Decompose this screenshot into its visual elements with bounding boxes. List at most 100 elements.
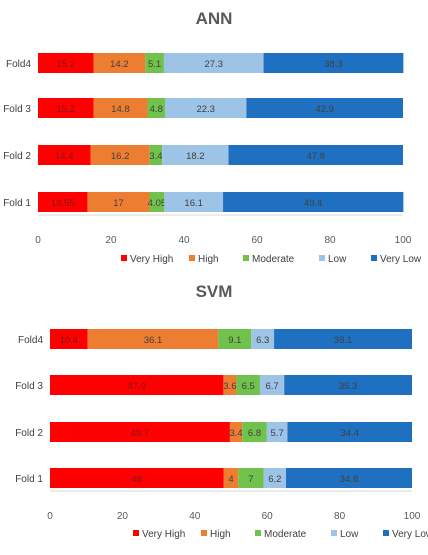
legend-swatch bbox=[331, 530, 337, 536]
category-label: Fold 2 bbox=[3, 151, 31, 162]
data-label: 16.2 bbox=[111, 151, 130, 162]
data-label: 6.3 bbox=[256, 335, 269, 346]
bar-segment bbox=[223, 375, 237, 395]
x-tick-label: 40 bbox=[178, 235, 190, 246]
data-label: 49.4 bbox=[304, 198, 323, 209]
bar-segment bbox=[251, 329, 275, 349]
bar-segment bbox=[287, 422, 412, 442]
bar-segment bbox=[50, 329, 88, 349]
bar-segment bbox=[163, 53, 264, 73]
category-label: Fold 3 bbox=[15, 381, 43, 392]
data-label: 3.4 bbox=[149, 151, 162, 162]
x-tick-label: 40 bbox=[189, 511, 201, 522]
category-label: Fold 1 bbox=[3, 198, 31, 209]
x-tick-label: 80 bbox=[324, 235, 336, 246]
data-label: 13.55 bbox=[51, 198, 75, 209]
bar-segment bbox=[238, 468, 264, 488]
bar-segment bbox=[38, 98, 94, 118]
legend-swatch bbox=[121, 255, 127, 261]
data-label: 5.1 bbox=[148, 59, 161, 70]
data-label: 7 bbox=[248, 474, 253, 485]
bar-segment bbox=[164, 192, 224, 212]
x-tick-label: 80 bbox=[334, 511, 346, 522]
category-label: Fold 3 bbox=[3, 104, 31, 115]
legend-label: Moderate bbox=[264, 529, 307, 540]
legend-label: Very Low bbox=[380, 254, 422, 265]
chart-title: SVM bbox=[196, 282, 233, 301]
legend-label: Low bbox=[340, 529, 359, 540]
x-tick-label: 0 bbox=[35, 235, 41, 246]
x-tick-label: 100 bbox=[395, 235, 412, 246]
legend-swatch bbox=[319, 255, 325, 261]
bar-segment bbox=[229, 422, 243, 442]
bar-segment bbox=[162, 145, 229, 165]
legend-swatch bbox=[383, 530, 389, 536]
data-label: 18.2 bbox=[186, 151, 205, 162]
data-label: 17 bbox=[113, 198, 124, 209]
bar-segment bbox=[149, 192, 165, 212]
svm-chart: SVM Fold4 10.4 36.1 9.1 6.3 38.1 Fold 3 47.9 3.6 6… bbox=[15, 282, 428, 540]
data-label: 14.4 bbox=[55, 151, 74, 162]
x-tick-label: 60 bbox=[262, 511, 274, 522]
legend-swatch bbox=[133, 530, 139, 536]
bar-segment bbox=[274, 329, 412, 349]
bar-segment bbox=[223, 192, 404, 212]
ann-chart: ANN Fold4 15.2 14.2 5.1 27.3 38.3 Fold 3 15.2 14.… bbox=[3, 9, 422, 265]
x-tick-label: 20 bbox=[105, 235, 117, 246]
data-label: 34.4 bbox=[340, 428, 359, 439]
category-label: Fold 2 bbox=[15, 428, 43, 439]
x-tick-label: 20 bbox=[117, 511, 129, 522]
category-label: Fold4 bbox=[6, 59, 31, 70]
legend-label: Very High bbox=[130, 254, 173, 265]
legend-swatch bbox=[201, 530, 207, 536]
legend-label: High bbox=[198, 254, 219, 265]
legend-swatch bbox=[189, 255, 195, 261]
data-label: 4.8 bbox=[150, 104, 163, 115]
bar-segment bbox=[218, 329, 252, 349]
data-label: 34.8 bbox=[340, 474, 359, 485]
bar-segment bbox=[50, 468, 224, 488]
bar-segment bbox=[223, 468, 239, 488]
legend-label: Very Low bbox=[392, 529, 428, 540]
category-label: Fold 1 bbox=[15, 474, 43, 485]
bar-segment bbox=[147, 98, 166, 118]
x-tick-label: 0 bbox=[47, 511, 53, 522]
bar-segment bbox=[145, 53, 164, 73]
category-label: Fold4 bbox=[18, 335, 43, 346]
data-label: 27.3 bbox=[204, 59, 223, 70]
data-label: 49.7 bbox=[131, 428, 150, 439]
bar-segment bbox=[38, 192, 88, 212]
data-label: 3.6 bbox=[223, 381, 236, 392]
data-label: 5.7 bbox=[271, 428, 284, 439]
bar-segment bbox=[50, 422, 230, 442]
x-tick-label: 60 bbox=[251, 235, 263, 246]
data-label: 15.2 bbox=[56, 59, 75, 70]
bar-segment bbox=[38, 145, 91, 165]
data-label: 9.1 bbox=[228, 335, 241, 346]
data-label: 14.8 bbox=[111, 104, 130, 115]
data-label: 42.9 bbox=[315, 104, 334, 115]
data-label: 6.8 bbox=[248, 428, 261, 439]
bar-segment bbox=[236, 375, 260, 395]
bar-segment bbox=[87, 329, 219, 349]
data-label: 47.9 bbox=[127, 381, 146, 392]
bar-segment bbox=[50, 375, 224, 395]
data-label: 6.7 bbox=[265, 381, 278, 392]
data-label: 10.4 bbox=[60, 335, 79, 346]
data-label: 4.05 bbox=[148, 198, 167, 209]
data-label: 16.1 bbox=[184, 198, 203, 209]
bar-segment bbox=[286, 468, 412, 488]
data-label: 6.5 bbox=[242, 381, 255, 392]
bar-segment bbox=[149, 145, 163, 165]
x-tick-label: 100 bbox=[404, 511, 421, 522]
bar-segment bbox=[242, 422, 267, 442]
data-label: 48 bbox=[132, 474, 143, 485]
bar-segment bbox=[90, 145, 150, 165]
chart-title: ANN bbox=[196, 9, 233, 28]
data-label: 36.1 bbox=[144, 335, 163, 346]
data-label: 22.3 bbox=[196, 104, 215, 115]
data-label: 38.1 bbox=[334, 335, 353, 346]
legend-swatch bbox=[255, 530, 261, 536]
